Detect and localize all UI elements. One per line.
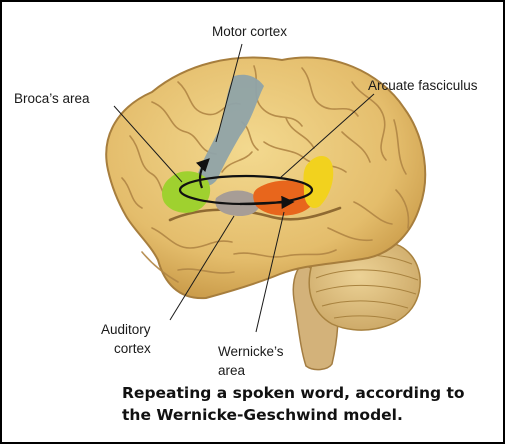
label-brocas-area: Broca’s area — [14, 91, 90, 106]
label-wernickes-area-line1: Wernicke’s — [218, 344, 284, 359]
arrow-to-motor — [195, 158, 210, 189]
leader-arcuate — [279, 93, 375, 179]
leader-lines — [113, 43, 375, 333]
pathway-arrows — [178, 158, 314, 210]
label-motor-cortex: Motor cortex — [212, 24, 287, 39]
leader-auditory — [169, 215, 235, 321]
leader-motor — [215, 43, 243, 143]
label-auditory-cortex-line2: cortex — [114, 341, 151, 356]
brocas-area-region — [162, 171, 211, 213]
caption-line-2: the Wernicke-Geschwind model. — [122, 406, 403, 424]
figure-caption: Repeating a spoken word, according to th… — [122, 382, 492, 426]
label-arcuate-fasciculus: Arcuate fasciculus — [368, 78, 478, 93]
caption-line-1: Repeating a spoken word, according to — [122, 384, 465, 402]
cerebrum — [105, 56, 427, 300]
leader-wernicke — [255, 211, 285, 333]
leader-broca — [113, 105, 183, 183]
motor-cortex-region — [196, 74, 264, 186]
label-auditory-cortex-line1: Auditory — [101, 322, 151, 337]
arcuate-region — [303, 155, 334, 209]
label-wernickes-area-line2: area — [218, 363, 246, 378]
arrow-to-wernicke — [239, 195, 295, 210]
